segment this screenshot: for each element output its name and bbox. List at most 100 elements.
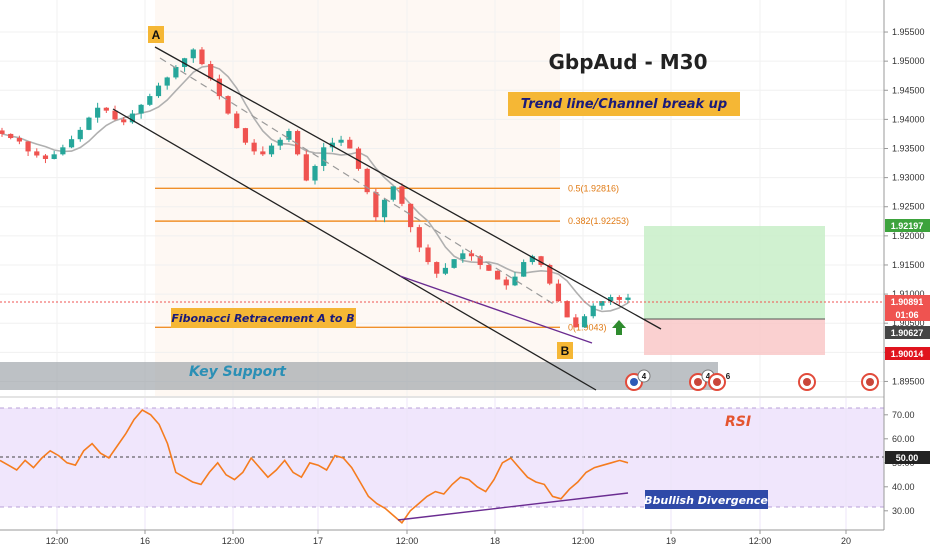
- candle-body: [521, 262, 527, 277]
- event-count: 6: [726, 372, 731, 381]
- candle-body: [608, 297, 614, 302]
- entry-price-tag: [885, 326, 930, 339]
- target-price-tag: [885, 219, 930, 232]
- economic-events: 4 4 6: [625, 369, 879, 391]
- event-flag-inner-icon: [630, 378, 638, 386]
- candle-body: [338, 139, 344, 143]
- candle-body: [451, 259, 457, 268]
- candle-body: [260, 151, 266, 155]
- candle-body: [355, 148, 362, 169]
- fib-level-label: 0.5(1.92816): [568, 183, 619, 193]
- countdown-label: 01:06: [895, 310, 918, 320]
- x-tick-label: 16: [140, 536, 150, 546]
- candle-body: [242, 128, 249, 143]
- stop-price-label: 1.90014: [891, 349, 924, 359]
- candle-body: [77, 129, 83, 140]
- x-tick-label: 12:00: [396, 536, 419, 546]
- candle-body: [0, 130, 5, 134]
- fib-level-label: 0.382(1.92253): [568, 216, 629, 226]
- fib-label-box: [171, 308, 356, 328]
- candle-body: [625, 297, 631, 300]
- candle-body: [460, 253, 466, 260]
- candle-body: [225, 96, 231, 114]
- fib-label: Fibonacci Retracement A to B: [171, 312, 354, 325]
- candle-body: [616, 297, 622, 300]
- rsi-current-tag: [885, 451, 930, 464]
- event-count: 4: [706, 372, 711, 381]
- x-tick-label: 12:00: [749, 536, 772, 546]
- candle-body: [547, 264, 553, 284]
- y-tick-label: 1.93500: [892, 144, 925, 154]
- x-tick-label: 20: [841, 536, 851, 546]
- price-tags: 1.92197 1.90891 01:06 1.90627 1.90014 50…: [885, 219, 930, 464]
- candle-body: [251, 142, 257, 152]
- candle-body: [42, 155, 49, 159]
- rsi-label: RSI: [725, 414, 751, 430]
- candle-body: [34, 151, 40, 156]
- candle-body: [416, 227, 422, 248]
- x-tick-label: 12:00: [46, 536, 69, 546]
- candle-body: [303, 154, 309, 181]
- candle-body: [538, 256, 544, 265]
- y-tick-label: 1.92000: [892, 231, 925, 241]
- y-tick-label: 1.90500: [892, 318, 925, 328]
- y-tick-label: 1.93000: [892, 173, 925, 183]
- candle-body: [329, 142, 335, 148]
- fibonacci-lines: 0.5(1.92816) 0.382(1.92253) 0(1.9043): [155, 183, 629, 332]
- key-support-label: Key Support: [189, 364, 287, 380]
- candle-body: [138, 104, 144, 114]
- candle-body: [599, 301, 605, 306]
- rsi-current-label: 50.00: [896, 453, 919, 463]
- y-tick-label: 1.95500: [892, 27, 925, 37]
- current-price-tag: [885, 295, 930, 308]
- y-tick-label: 1.94000: [892, 114, 925, 124]
- x-tick-label: 17: [313, 536, 323, 546]
- candle-body: [555, 283, 562, 302]
- rsi-y-tick-label: 60.00: [892, 434, 915, 444]
- candle-body: [295, 131, 301, 155]
- candle-body: [129, 113, 136, 123]
- x-axis: 12:00 16 12:00 17 12:00 18 12:00 19 12:00 20: [46, 530, 851, 546]
- chart-title: GbpAud - M30: [548, 50, 707, 74]
- x-tick-label: 12:00: [222, 536, 245, 546]
- candle-body: [86, 117, 92, 130]
- stop-zone: [644, 319, 825, 355]
- y-tick-label: 1.91500: [892, 260, 925, 270]
- x-tick-label: 12:00: [572, 536, 595, 546]
- fib-level-label: 0(1.9043): [568, 322, 607, 332]
- candle-body: [234, 113, 240, 129]
- price-divergence-line: [399, 275, 593, 344]
- countdown-tag: [885, 308, 930, 321]
- candle-body: [103, 107, 109, 111]
- channel-lower-line: [112, 108, 597, 391]
- candle-body: [164, 77, 170, 86]
- candle-body: [468, 253, 475, 257]
- rsi-y-tick-label: 30.00: [892, 506, 915, 516]
- candle-body: [51, 154, 57, 159]
- candle-body: [425, 247, 431, 263]
- banner-box: [508, 92, 740, 116]
- current-price-label: 1.90891: [891, 297, 924, 307]
- y-tick-label: 1.95000: [892, 56, 925, 66]
- point-a-badge: [148, 26, 164, 43]
- candle-body: [477, 256, 483, 265]
- candle-body: [512, 276, 518, 286]
- y-tick-label: 1.91000: [892, 289, 925, 299]
- point-b-label: B: [561, 344, 570, 358]
- candle-body: [408, 203, 414, 228]
- candle-body: [347, 139, 353, 149]
- candles: [0, 47, 631, 328]
- channel-mid-line: [159, 57, 556, 306]
- x-tick-label: 19: [666, 536, 676, 546]
- candle-body: [16, 138, 22, 142]
- entry-price-label: 1.90627: [891, 328, 924, 338]
- rsi-divergence-line: [397, 492, 629, 521]
- candle-body: [564, 301, 570, 318]
- candle-body: [494, 270, 501, 280]
- candle-body: [286, 131, 292, 140]
- candle-body: [381, 199, 388, 218]
- candle-body: [60, 147, 66, 155]
- candle-body: [112, 110, 118, 120]
- divergence-box: [645, 490, 768, 509]
